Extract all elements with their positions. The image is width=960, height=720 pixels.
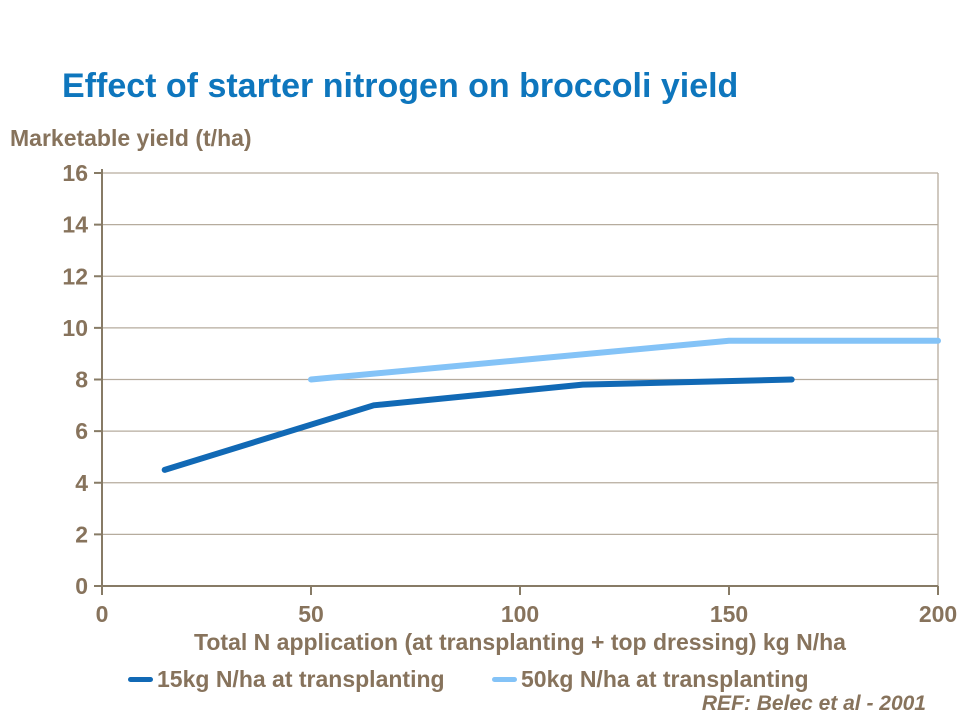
series-line-1 xyxy=(308,337,941,383)
y-tick-label: 4 xyxy=(75,470,88,496)
legend-label: 15kg N/ha at transplanting xyxy=(157,666,445,692)
legend-item-50kg: 50kg N/ha at transplanting xyxy=(492,666,809,693)
y-tick-label: 14 xyxy=(62,212,88,238)
y-tick-label: 8 xyxy=(75,367,88,393)
x-tick-label: 100 xyxy=(501,601,539,627)
reference-citation: REF: Belec et al - 2001 xyxy=(701,692,926,715)
legend-label: 50kg N/ha at transplanting xyxy=(521,666,809,692)
chart-title: Effect of starter nitrogen on broccoli y… xyxy=(62,67,739,105)
legend-line-swatch-dark-blue xyxy=(128,677,153,682)
x-tick-label: 0 xyxy=(96,601,109,627)
legend-line-swatch-light-blue xyxy=(492,677,517,682)
y-tick-label: 16 xyxy=(62,160,88,186)
y-axis-title: Marketable yield (t/ha) xyxy=(10,125,252,151)
series-line-0 xyxy=(161,376,795,473)
x-tick-label: 200 xyxy=(919,601,957,627)
y-tick-label: 6 xyxy=(75,418,88,444)
y-tick-label: 0 xyxy=(75,573,88,599)
legend-item-15kg: 15kg N/ha at transplanting xyxy=(128,666,445,693)
y-tick-label: 10 xyxy=(62,315,88,341)
x-tick-label: 150 xyxy=(710,601,748,627)
y-tick-label: 12 xyxy=(62,263,88,289)
x-tick-label: 50 xyxy=(298,601,324,627)
y-tick-label: 2 xyxy=(75,521,88,547)
x-axis-title: Total N application (at transplanting + … xyxy=(194,629,846,655)
